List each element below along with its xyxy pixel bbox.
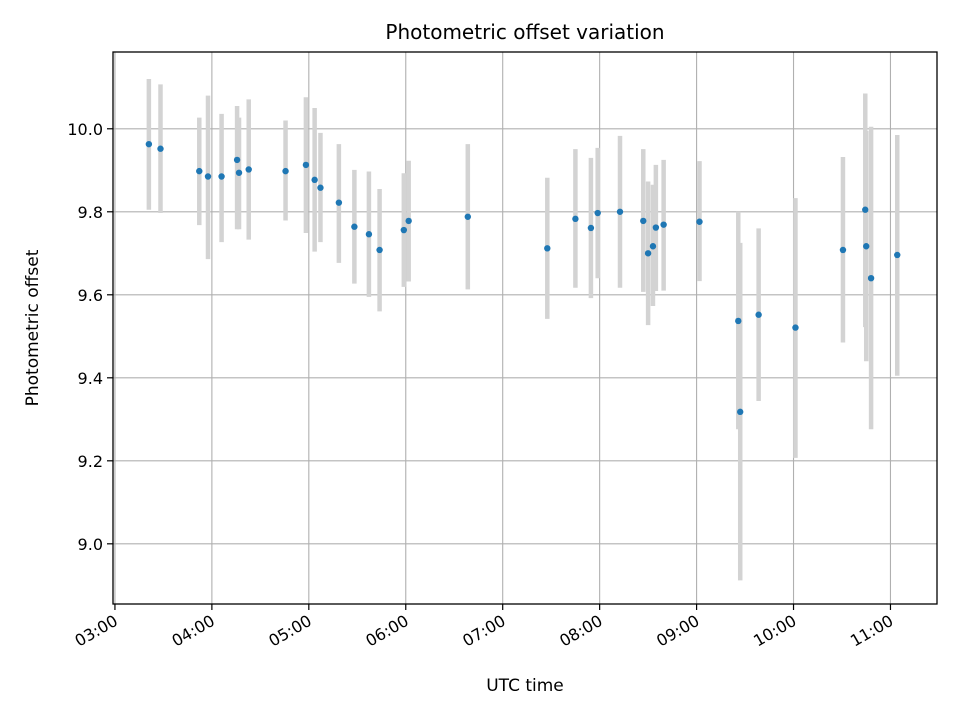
plot-area [112,51,938,605]
data-point [839,246,847,254]
data-point [737,408,744,416]
data-point [282,167,289,175]
y-tick-label: 9.0 [78,535,103,554]
y-tick-label: 9.2 [78,452,103,471]
data-point [649,243,657,250]
data-point [196,167,203,175]
data-point [235,169,243,176]
data-point [616,208,624,215]
y-tick-label: 10.0 [67,120,103,139]
data-point [792,324,799,331]
data-point [311,176,318,184]
grid [113,52,937,604]
data-point [245,166,252,173]
data-point [145,140,153,148]
error-bars [146,78,900,581]
data-point [335,199,343,206]
x-tick-label: 07:00 [459,611,508,651]
x-axis: 03:00 04:00 05:00 06:00 07:00 08:00 09:00 10:00… [72,604,896,651]
data-point [544,245,551,252]
data-points [145,140,901,416]
x-axis-label: UTC time [486,676,564,696]
data-point [405,217,412,225]
data-point [696,218,703,225]
data-point [640,217,647,225]
data-point [351,223,358,230]
data-point [755,311,762,318]
data-point [735,317,742,325]
data-point [660,221,667,228]
data-point [587,224,595,232]
x-tick-label: 08:00 [556,611,605,651]
data-point [376,246,383,254]
y-axis-label: Photometric offset [23,249,43,406]
data-point [204,173,212,180]
data-point [302,161,310,169]
data-point [867,274,875,282]
data-point [464,213,472,220]
x-tick-label: 10:00 [750,611,799,651]
y-tick-label: 9.6 [78,286,103,305]
x-tick-label: 04:00 [168,611,217,651]
data-point [652,224,660,231]
data-point [862,206,869,213]
y-tick-label: 9.8 [78,203,103,222]
data-point [157,145,164,152]
x-tick-label: 11:00 [847,611,896,651]
x-tick-label: 06:00 [362,611,411,651]
data-point [894,251,901,259]
chart-title: Photometric offset variation [385,20,664,44]
x-tick-label: 03:00 [72,611,121,651]
y-axis: 9.0 9.2 9.4 9.6 9.8 10.0 [67,120,113,554]
data-point [317,184,324,191]
data-point [863,243,870,250]
y-tick-label: 9.4 [78,369,103,388]
x-tick-label: 05:00 [265,611,314,651]
x-tick-label: 09:00 [653,611,702,651]
data-point [400,226,408,234]
data-point [594,209,601,217]
data-point [218,173,225,180]
data-point [572,215,579,223]
data-point [233,156,241,164]
data-point [644,250,652,257]
data-point [365,231,373,238]
